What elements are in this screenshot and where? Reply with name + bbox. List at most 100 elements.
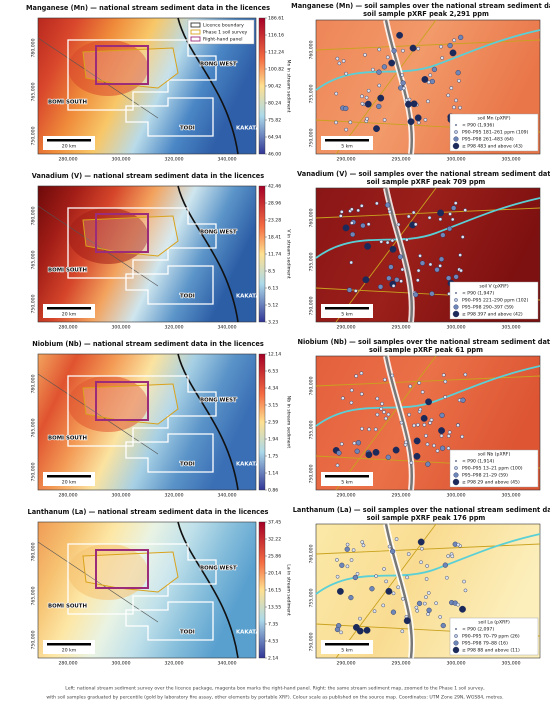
scale-bar xyxy=(325,475,369,478)
soil-sample xyxy=(360,101,365,106)
legend-marker xyxy=(452,142,460,150)
place-label: BOMI SOUTH xyxy=(48,268,87,274)
soil-sample xyxy=(400,267,405,272)
x-tick-label: 305,000 xyxy=(502,157,521,163)
x-tick-label: 305,000 xyxy=(502,661,521,667)
colorbar-tick-label: 1.14 xyxy=(268,471,278,477)
soil-sample xyxy=(409,461,414,465)
colorbar-label: Nb in stream sediment xyxy=(286,396,292,449)
colorbar-tick-label: 12.14 xyxy=(268,352,281,358)
colorbar-tick-label: 13.55 xyxy=(268,605,281,611)
soil-sample xyxy=(434,601,438,605)
soil-sample xyxy=(442,562,448,568)
soil-sample xyxy=(344,546,350,552)
legend-label: P95–P98 290–397 (59) xyxy=(462,305,514,311)
y-tick-label: 765,000 xyxy=(31,82,37,101)
x-tick-label: 295,000 xyxy=(392,157,411,163)
soil-sample xyxy=(371,67,375,72)
legend-marker xyxy=(453,304,459,310)
soil-sample xyxy=(456,423,460,428)
river xyxy=(315,29,541,91)
soil-sample xyxy=(416,600,423,607)
soil-sample xyxy=(425,398,432,406)
place-label: BONG WEST xyxy=(200,230,237,236)
y-tick-label: 760,000 xyxy=(309,40,315,59)
colorbar xyxy=(258,353,266,491)
soil-sample xyxy=(429,78,435,85)
soil-sample xyxy=(341,59,346,63)
soil-sample xyxy=(402,86,406,91)
legend-label: Licence boundary xyxy=(203,23,244,29)
left-title: Vanadium (V) — national stream sediment … xyxy=(32,172,264,180)
soil-sample xyxy=(339,630,343,635)
soil-sample xyxy=(391,591,396,596)
soil-sample xyxy=(366,222,371,226)
legend-label: P95–P98 79–88 (16) xyxy=(462,641,508,647)
x-tick-label: 290,000 xyxy=(337,157,356,163)
soil-sample xyxy=(360,223,366,229)
scale-bar xyxy=(325,139,369,142)
y-tick-label: 760,000 xyxy=(309,376,315,395)
soil-sample xyxy=(379,239,384,244)
soil-sample xyxy=(352,441,357,446)
x-tick-label: 280,000 xyxy=(59,493,78,499)
x-tick-label: 280,000 xyxy=(59,325,78,331)
colorbar-tick-label: 37.45 xyxy=(268,520,281,526)
soil-sample xyxy=(440,56,444,60)
soil-sample xyxy=(405,237,409,242)
place-label: TODI xyxy=(180,126,195,132)
soil-sample xyxy=(334,626,341,633)
legend-label: P90–P95 181–261 ppm (109) xyxy=(462,130,529,136)
legend-label: ≥ P98 29 and above (45) xyxy=(462,480,520,486)
right-subtitle: soil sample pXRF peak 2,291 ppm xyxy=(363,10,489,18)
licence-boundary xyxy=(125,433,214,473)
soil-sample xyxy=(408,384,413,389)
x-tick-label: 300,000 xyxy=(112,493,131,499)
soil-sample xyxy=(376,103,382,110)
left-title: Manganese (Mn) — national stream sedimen… xyxy=(26,4,270,12)
soil-sample xyxy=(400,80,406,86)
scale-bar xyxy=(325,643,369,646)
soil-sample xyxy=(385,202,391,208)
soil-sample xyxy=(343,105,349,112)
right-subtitle: soil sample pXRF peak 176 ppm xyxy=(367,514,486,522)
river xyxy=(315,365,541,427)
place-label: BOMI SOUTH xyxy=(48,100,87,106)
soil-sample xyxy=(384,579,388,584)
legend-label: P90–P95 221–290 ppm (102) xyxy=(462,298,529,304)
soil-sample xyxy=(336,587,344,595)
soil-sample xyxy=(428,262,433,267)
legend-label: Phase 1 soil survey xyxy=(203,30,248,36)
soil-sample xyxy=(360,540,365,544)
legend-marker xyxy=(454,466,458,470)
soil-sample xyxy=(334,91,339,96)
soil-sample xyxy=(400,73,404,77)
anomaly xyxy=(68,544,148,600)
soil-sample xyxy=(392,446,400,454)
soil-sample xyxy=(454,98,458,103)
soil-sample xyxy=(413,292,419,298)
road xyxy=(37,205,159,287)
soil-sample xyxy=(363,53,367,57)
soil-sample xyxy=(407,412,411,417)
soil-sample xyxy=(459,605,466,613)
soil-sample xyxy=(410,100,418,108)
soil-sample xyxy=(376,69,382,75)
soil-sample xyxy=(407,118,415,126)
soil-sample xyxy=(438,427,445,434)
soil-sample xyxy=(439,434,444,438)
soil-sample xyxy=(409,44,417,52)
soil-sample xyxy=(427,80,431,85)
soil-sample xyxy=(424,433,428,438)
soil-sample xyxy=(385,454,391,460)
soil-sample xyxy=(420,414,428,422)
x-tick-label: 300,000 xyxy=(447,661,466,667)
soil-sample xyxy=(447,42,453,49)
colorbar xyxy=(258,17,266,155)
left-title: Niobium (Nb) — national stream sediment … xyxy=(32,340,264,348)
legend-title: soil V (pXRF) xyxy=(479,284,509,290)
y-tick-label: 780,000 xyxy=(31,38,37,57)
right-title: Vanadium (V) — soil samples over the nat… xyxy=(297,170,550,178)
soil-sample xyxy=(462,579,466,584)
x-tick-label: 295,000 xyxy=(392,493,411,499)
